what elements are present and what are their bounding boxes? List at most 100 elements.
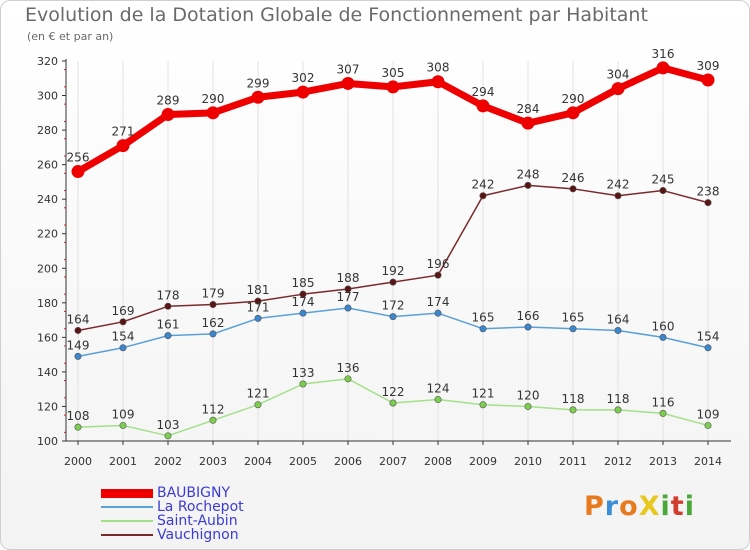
data-label-la-rochepot-2006: 177 bbox=[337, 290, 360, 304]
x-tick-label-2005: 2005 bbox=[289, 455, 317, 468]
data-label-vauchignon-2002: 178 bbox=[157, 288, 180, 302]
legend-label-la-rochepot: La Rochepot bbox=[157, 499, 244, 515]
point-baubigny-2010 bbox=[521, 116, 535, 130]
data-label-saint-aubin-2009: 121 bbox=[472, 387, 495, 401]
point-saint-aubin-2006 bbox=[344, 375, 352, 383]
x-tick-label-2008: 2008 bbox=[424, 455, 452, 468]
point-vauchignon-2008 bbox=[434, 271, 442, 279]
point-la-rochepot-2000 bbox=[74, 352, 82, 360]
data-label-la-rochepot-2000: 149 bbox=[67, 338, 90, 352]
y-tick-label-300: 300 bbox=[37, 90, 58, 103]
y-tick-label-320: 320 bbox=[37, 55, 58, 68]
point-baubigny-2014 bbox=[701, 73, 715, 87]
y-tick-label-160: 160 bbox=[37, 331, 58, 344]
legend-item-baubigny: BAUBIGNY bbox=[101, 486, 244, 500]
point-saint-aubin-2002 bbox=[164, 432, 172, 440]
point-saint-aubin-2013 bbox=[659, 409, 667, 417]
point-baubigny-2012 bbox=[611, 82, 625, 96]
data-label-vauchignon-2009: 242 bbox=[472, 178, 495, 192]
point-baubigny-2006 bbox=[341, 76, 355, 90]
data-label-la-rochepot-2003: 162 bbox=[202, 316, 225, 330]
data-label-vauchignon-2005: 185 bbox=[292, 276, 315, 290]
legend-item-vauchignon: Vauchignon bbox=[101, 528, 244, 542]
point-vauchignon-2005 bbox=[299, 290, 307, 298]
data-label-baubigny-2003: 290 bbox=[202, 92, 225, 106]
point-vauchignon-2007 bbox=[389, 278, 397, 286]
point-saint-aubin-2005 bbox=[299, 380, 307, 388]
legend-swatch-la-rochepot bbox=[101, 506, 153, 508]
legend-swatch-saint-aubin bbox=[101, 520, 153, 522]
y-tick-label-280: 280 bbox=[37, 124, 58, 137]
point-la-rochepot-2013 bbox=[659, 333, 667, 341]
data-label-baubigny-2011: 290 bbox=[562, 92, 585, 106]
data-label-baubigny-2013: 316 bbox=[652, 47, 675, 61]
data-label-la-rochepot-2004: 171 bbox=[247, 300, 270, 314]
point-la-rochepot-2008 bbox=[434, 309, 442, 317]
x-tick-label-2000: 2000 bbox=[64, 455, 92, 468]
point-baubigny-2000 bbox=[71, 165, 85, 179]
data-label-baubigny-2010: 284 bbox=[517, 102, 540, 116]
x-tick-label-2001: 2001 bbox=[109, 455, 137, 468]
point-saint-aubin-2011 bbox=[569, 406, 577, 414]
point-la-rochepot-2011 bbox=[569, 325, 577, 333]
data-label-baubigny-2007: 305 bbox=[382, 66, 405, 80]
chart-subtitle: (en € et par an) bbox=[27, 30, 114, 43]
legend-item-saint-aubin: Saint-Aubin bbox=[101, 514, 244, 528]
data-label-baubigny-2002: 289 bbox=[157, 94, 180, 108]
point-vauchignon-2012 bbox=[614, 192, 622, 200]
x-tick-label-2011: 2011 bbox=[559, 455, 587, 468]
logo-letter: o bbox=[619, 491, 639, 522]
data-label-la-rochepot-2008: 174 bbox=[427, 295, 450, 309]
point-la-rochepot-2005 bbox=[299, 309, 307, 317]
legend-label-baubigny: BAUBIGNY bbox=[157, 485, 231, 501]
data-label-saint-aubin-2007: 122 bbox=[382, 385, 405, 399]
logo-letter: X bbox=[638, 491, 661, 522]
point-baubigny-2009 bbox=[476, 99, 490, 113]
logo-letter: i bbox=[660, 491, 671, 522]
x-tick-label-2003: 2003 bbox=[199, 455, 227, 468]
y-tick-label-180: 180 bbox=[37, 297, 58, 310]
point-vauchignon-2013 bbox=[659, 187, 667, 195]
legend-swatch-vauchignon bbox=[101, 534, 153, 536]
legend-swatch-baubigny bbox=[101, 488, 153, 498]
data-label-vauchignon-2008: 196 bbox=[427, 257, 450, 271]
data-label-vauchignon-2014: 238 bbox=[697, 185, 720, 199]
data-label-vauchignon-2007: 192 bbox=[382, 264, 405, 278]
y-tick-label-260: 260 bbox=[37, 159, 58, 172]
point-baubigny-2005 bbox=[296, 85, 310, 99]
data-label-vauchignon-2003: 179 bbox=[202, 287, 225, 301]
point-saint-aubin-2003 bbox=[209, 416, 217, 424]
point-saint-aubin-2009 bbox=[479, 401, 487, 409]
data-label-baubigny-2008: 308 bbox=[427, 61, 450, 75]
point-la-rochepot-2006 bbox=[344, 304, 352, 312]
x-tick-label-2010: 2010 bbox=[514, 455, 542, 468]
logo-letter: i bbox=[684, 491, 695, 522]
y-tick-label-240: 240 bbox=[37, 193, 58, 206]
legend-item-la-rochepot: La Rochepot bbox=[101, 500, 244, 514]
y-tick-label-220: 220 bbox=[37, 228, 58, 241]
point-vauchignon-2006 bbox=[344, 285, 352, 293]
point-saint-aubin-2007 bbox=[389, 399, 397, 407]
chart-legend: BAUBIGNY La Rochepot Saint-Aubin Vauchignon bbox=[101, 486, 244, 542]
x-tick-label-2002: 2002 bbox=[154, 455, 182, 468]
data-label-saint-aubin-2012: 118 bbox=[607, 392, 630, 406]
data-label-la-rochepot-2012: 164 bbox=[607, 312, 630, 326]
data-label-baubigny-2005: 302 bbox=[292, 71, 315, 85]
point-vauchignon-2014 bbox=[704, 199, 712, 207]
data-label-baubigny-2000: 256 bbox=[67, 151, 90, 165]
logo-letter: t bbox=[670, 491, 685, 522]
point-la-rochepot-2003 bbox=[209, 330, 217, 338]
point-vauchignon-2003 bbox=[209, 301, 217, 309]
data-label-vauchignon-2012: 242 bbox=[607, 178, 630, 192]
point-baubigny-2002 bbox=[161, 108, 175, 122]
data-label-baubigny-2009: 294 bbox=[472, 85, 495, 99]
y-tick-label-200: 200 bbox=[37, 262, 58, 275]
data-label-saint-aubin-2013: 116 bbox=[652, 395, 675, 409]
data-label-vauchignon-2010: 248 bbox=[517, 167, 540, 181]
data-label-baubigny-2004: 299 bbox=[247, 76, 270, 90]
data-label-saint-aubin-2001: 109 bbox=[112, 407, 135, 421]
point-baubigny-2007 bbox=[386, 80, 400, 94]
point-la-rochepot-2012 bbox=[614, 326, 622, 334]
point-la-rochepot-2014 bbox=[704, 344, 712, 352]
